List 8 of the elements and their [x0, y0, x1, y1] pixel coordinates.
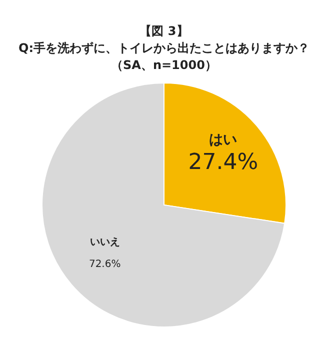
data-label: 27.4%: [188, 150, 258, 176]
text: Q:手を洗わずに、トイレから出たことはありますか？: [18, 41, 310, 55]
text: （SA、n=1000）: [111, 58, 217, 72]
data-label: 72.6%: [88, 258, 121, 270]
pie-slice: [42, 82, 286, 328]
slice-label: いいえ: [90, 236, 120, 248]
slice-label: はい: [209, 132, 238, 148]
text: 【図 3】: [140, 24, 188, 38]
